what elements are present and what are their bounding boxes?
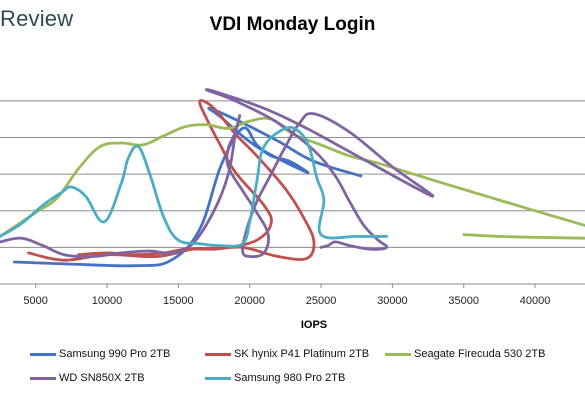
series-line-sk-hynix-p41-platinum-2tb — [27, 99, 316, 262]
x-tick-label: 30000 — [377, 295, 408, 307]
legend-row: Samsung 990 Pro 2TB SK hynix P41 Platinu… — [30, 348, 585, 372]
x-tick-label: 25000 — [306, 295, 337, 307]
legend: Samsung 990 Pro 2TB SK hynix P41 Platinu… — [30, 348, 585, 396]
x-tick-label: 35000 — [448, 295, 479, 307]
legend-item-seagate-firecuda: Seagate Firecuda 530 2TB — [385, 348, 545, 360]
legend-label: WD SN850X 2TB — [59, 372, 145, 384]
legend-item-sk-hynix-p41: SK hynix P41 Platinum 2TB — [205, 348, 369, 360]
x-tick-label: 40000 — [520, 295, 551, 307]
chart-title: VDI Monday Login — [209, 14, 376, 35]
legend-label: SK hynix P41 Platinum 2TB — [234, 348, 370, 360]
legend-swatch — [385, 352, 411, 356]
gridlines — [0, 100, 585, 285]
legend-label: Samsung 990 Pro 2TB — [59, 348, 171, 360]
legend-swatch — [30, 376, 56, 380]
legend-row: WD SN850X 2TB Samsung 980 Pro 2TB — [30, 372, 585, 396]
legend-item-wd-sn850x: WD SN850X 2TB — [30, 372, 145, 384]
x-tick-label: 15000 — [163, 295, 194, 307]
series-line-seagate-firecuda-530-2tb — [0, 116, 585, 240]
x-tick-label: 5000 — [23, 295, 47, 307]
legend-swatch — [30, 352, 56, 356]
series-lines — [0, 88, 585, 268]
legend-item-samsung-980: Samsung 980 Pro 2TB — [205, 372, 345, 384]
series-line-samsung-980-pro-2tb — [0, 125, 389, 248]
x-tick-label: 20000 — [234, 295, 265, 307]
legend-swatch — [205, 352, 231, 356]
legend-label: Samsung 980 Pro 2TB — [234, 372, 346, 384]
x-axis-label: IOPS — [301, 319, 327, 331]
x-tick-label: 10000 — [92, 295, 123, 307]
brand-logo-text: Review — [0, 6, 74, 31]
legend-item-samsung-990: Samsung 990 Pro 2TB — [30, 348, 170, 360]
legend-swatch — [205, 376, 231, 380]
x-tick-labels: 5000 10000 15000 20000 25000 30000 35000 40000 — [23, 284, 550, 307]
legend-label: Seagate Firecuda 530 2TB — [414, 348, 546, 360]
